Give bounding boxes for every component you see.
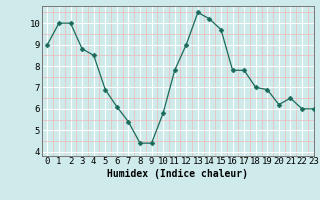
X-axis label: Humidex (Indice chaleur): Humidex (Indice chaleur) <box>107 169 248 179</box>
